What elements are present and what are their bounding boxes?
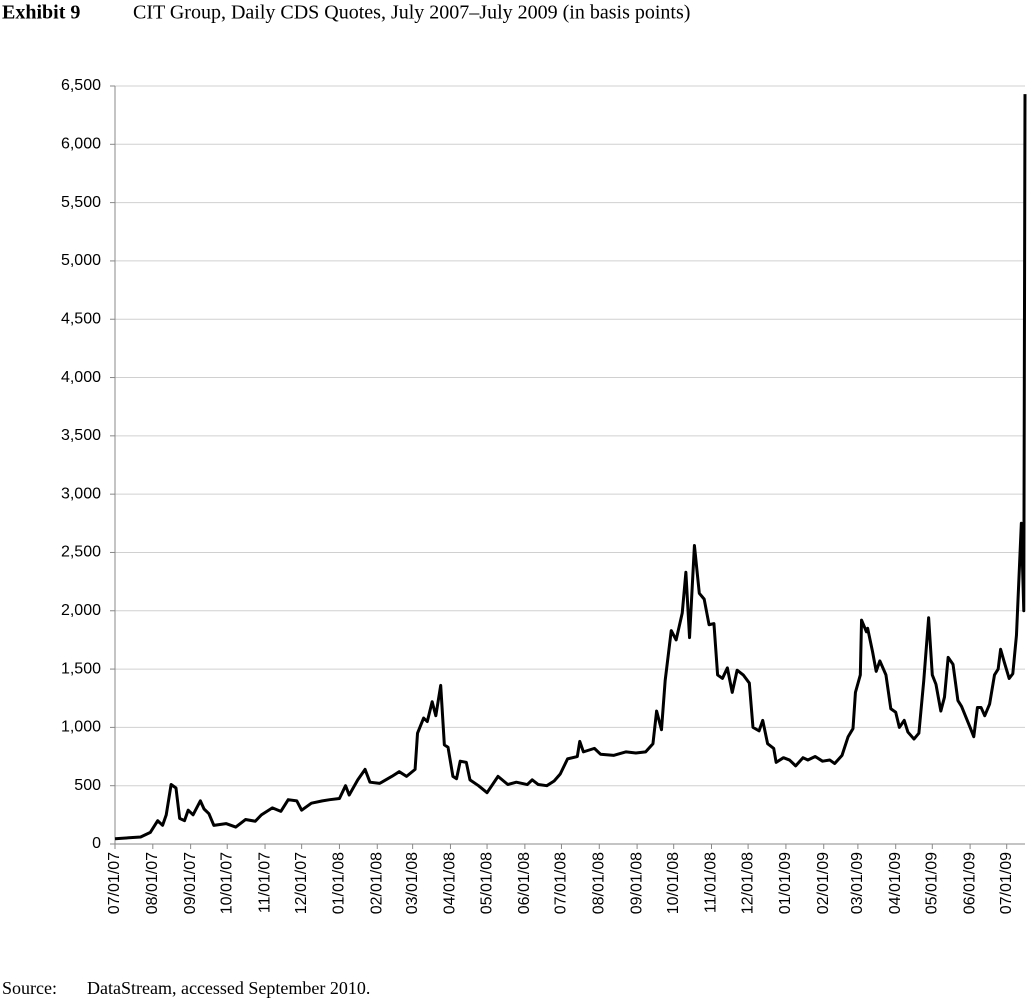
- y-tick-label: 3,500: [61, 427, 101, 444]
- x-tick-label: 01/01/09: [777, 852, 794, 914]
- x-tick-label: 10/01/07: [218, 852, 235, 914]
- x-tick-label: 05/01/08: [478, 852, 495, 914]
- y-tick-label: 4,000: [61, 369, 101, 386]
- y-tick-label: 4,500: [61, 310, 101, 327]
- y-tick-label: 3,000: [61, 485, 101, 502]
- x-tick-label: 06/01/09: [961, 852, 978, 914]
- y-tick-label: 6,000: [61, 136, 101, 153]
- x-tick-label: 12/01/08: [739, 852, 756, 914]
- y-tick-label: 5,500: [61, 194, 101, 211]
- y-tick-label: 6,500: [61, 77, 101, 94]
- x-tick-label: 08/01/07: [144, 852, 161, 914]
- source-text: DataStream, accessed September 2010.: [87, 978, 370, 998]
- y-tick-label: 1,500: [61, 660, 101, 677]
- x-tick-label: 09/01/08: [628, 852, 645, 914]
- y-tick-label: 2,000: [61, 602, 101, 619]
- x-tick-label: 03/01/09: [849, 852, 866, 914]
- chart-title: CIT Group, Daily CDS Quotes, July 2007–J…: [133, 2, 690, 24]
- y-tick-label: 5,000: [61, 252, 101, 269]
- y-tick-label: 1,000: [61, 719, 101, 736]
- x-tick-label: 07/01/09: [998, 852, 1015, 914]
- y-tick-label: 2,500: [61, 544, 101, 561]
- x-tick-label: 06/01/08: [516, 852, 533, 914]
- x-tick-label: 11/01/07: [256, 852, 273, 913]
- x-tick-label: 12/01/07: [293, 852, 310, 914]
- x-tick-label: 10/01/08: [665, 852, 682, 914]
- x-tick-label: 04/01/09: [887, 852, 904, 914]
- x-tick-label: 02/01/09: [815, 852, 832, 914]
- x-tick-label: 03/01/08: [404, 852, 421, 914]
- x-tick-label: 04/01/08: [442, 852, 459, 914]
- x-tick-label: 07/01/07: [106, 852, 123, 914]
- y-tick-label: 500: [74, 777, 101, 794]
- y-tick-label: 0: [92, 835, 101, 852]
- source-label: Source:: [2, 978, 57, 998]
- x-tick-label: 05/01/09: [924, 852, 941, 914]
- x-tick-label: 02/01/08: [368, 852, 385, 914]
- cds-line: [114, 94, 1027, 841]
- x-tick-label: 08/01/08: [590, 852, 607, 914]
- x-tick-label: 11/01/08: [703, 852, 720, 913]
- exhibit-label: Exhibit 9: [2, 2, 80, 24]
- x-tick-label: 07/01/08: [553, 852, 570, 914]
- x-tick-label: 01/01/08: [331, 852, 348, 914]
- x-tick-label: 09/01/07: [182, 852, 199, 914]
